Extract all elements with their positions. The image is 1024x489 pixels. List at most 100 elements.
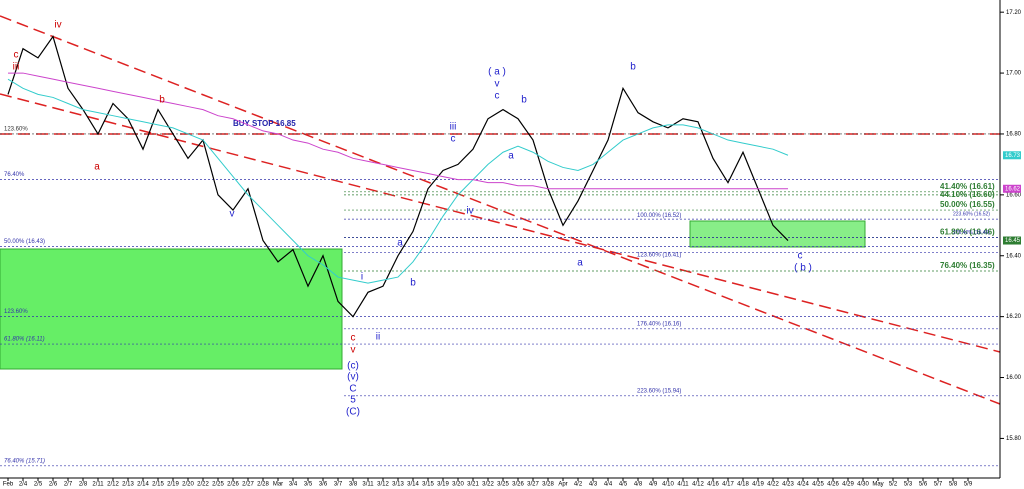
- x-tick-label: 3/5: [304, 482, 313, 488]
- x-tick-label: 4/10: [662, 482, 674, 488]
- x-tick-label: 5/2: [889, 482, 898, 488]
- target-zone: [689, 220, 866, 248]
- x-tick-label: 4/19: [752, 482, 764, 488]
- x-tick-label: 3/19: [437, 482, 449, 488]
- x-tick-label: 4/5: [619, 482, 628, 488]
- x-tick-label: Apr: [558, 482, 567, 488]
- x-tick-label: Mar: [273, 482, 283, 488]
- x-tick-label: 3/6: [319, 482, 328, 488]
- x-tick-label: 3/21: [467, 482, 479, 488]
- x-tick-label: 4/9: [649, 482, 658, 488]
- x-tick-label: 3/4: [289, 482, 298, 488]
- y-tick-label: 16.60: [1006, 192, 1022, 198]
- wave-label: b: [630, 62, 636, 73]
- x-tick-label: 2/28: [257, 482, 269, 488]
- x-tick-label: 3/11: [362, 482, 374, 488]
- x-tick-label: 2/5: [34, 482, 43, 488]
- y-tick-label: 16.20: [1006, 314, 1022, 320]
- x-tick-label: 4/11: [677, 482, 689, 488]
- x-tick-label: Feb: [3, 482, 14, 488]
- fib-label: 123.60%: [4, 309, 28, 315]
- x-tick-label: 2/13: [122, 482, 134, 488]
- wave-label: v: [351, 345, 356, 356]
- y-tick-label: 15.80: [1006, 436, 1022, 442]
- fib-label: 176.40% (16.16): [637, 321, 681, 327]
- x-tick-label: 4/23: [782, 482, 794, 488]
- x-tick-label: 4/30: [857, 482, 869, 488]
- price-tag: [1003, 236, 1021, 245]
- fib-label: 276.40% (16.46): [953, 230, 990, 236]
- x-tick-label: 4/12: [692, 482, 704, 488]
- x-tick-label: 3/28: [542, 482, 554, 488]
- x-tick-label: 4/22: [767, 482, 779, 488]
- wave-label: c: [495, 91, 500, 102]
- x-tick-label: 3/15: [422, 482, 434, 488]
- x-tick-label: 3/25: [497, 482, 509, 488]
- wave-label: iv: [54, 20, 61, 31]
- fib-label: 76.40% (16.35): [940, 261, 995, 270]
- price-line: [8, 72, 788, 190]
- wave-label: v: [230, 209, 235, 220]
- price-tag-label: 16.73: [1005, 153, 1021, 159]
- x-tick-label: 2/11: [92, 482, 104, 488]
- x-tick-label: 3/22: [482, 482, 494, 488]
- x-tick-label: 2/20: [182, 482, 194, 488]
- wave-label: a: [508, 151, 514, 162]
- x-tick-label: 4/3: [589, 482, 598, 488]
- wave-label: c: [14, 50, 19, 61]
- x-tick-label: 2/4: [19, 482, 28, 488]
- y-tick-label: 16.40: [1006, 253, 1022, 259]
- price-tag-label: 16.45: [1005, 238, 1021, 244]
- x-tick-label: 4/26: [827, 482, 839, 488]
- wave-label: iv: [466, 206, 473, 217]
- x-tick-label: 2/14: [137, 482, 149, 488]
- x-tick-label: 3/12: [377, 482, 389, 488]
- wave-label: b: [410, 278, 416, 289]
- x-tick-label: 2/12: [107, 482, 119, 488]
- x-tick-label: 4/24: [797, 482, 809, 488]
- wave-label: c: [798, 251, 803, 262]
- price-tag: [1003, 151, 1021, 160]
- y-tick-label: 17.20: [1006, 10, 1022, 16]
- x-tick-label: 2/25: [212, 482, 224, 488]
- x-tick-label: 3/8: [349, 482, 358, 488]
- wave-label: a: [94, 162, 100, 173]
- wave-label: b: [159, 95, 165, 106]
- x-tick-label: 4/25: [812, 482, 824, 488]
- fib-label: 76.40%: [4, 172, 25, 178]
- wave-label: ii: [376, 332, 380, 343]
- wave-label: c: [451, 134, 456, 145]
- price-line: [7, 35, 789, 318]
- wave-label: (C): [346, 407, 360, 418]
- fib-label: 61.80% (16.46): [940, 228, 995, 237]
- x-tick-label: 2/19: [167, 482, 179, 488]
- x-tick-label: 2/27: [242, 482, 254, 488]
- target-zone: [0, 248, 343, 370]
- x-tick-label: 5/8: [949, 482, 958, 488]
- x-tick-label: 2/7: [64, 482, 73, 488]
- fib-label: 44.10% (16.60): [940, 190, 995, 199]
- x-tick-label: 3/13: [392, 482, 404, 488]
- wave-label: ( a ): [488, 67, 506, 78]
- x-tick-label: 5/9: [964, 482, 973, 488]
- fib-label: 123.60%: [4, 127, 28, 133]
- wave-label: i: [361, 272, 363, 283]
- x-tick-label: 4/2: [574, 482, 583, 488]
- price-tag-label: 16.62: [1005, 186, 1021, 192]
- wave-label: v: [495, 79, 500, 90]
- y-tick-label: 16.00: [1006, 375, 1022, 381]
- x-tick-label: 2/6: [49, 482, 58, 488]
- x-tick-label: 3/26: [512, 482, 524, 488]
- wave-label: ( b ): [794, 263, 812, 274]
- wave-label: a: [397, 238, 403, 249]
- x-tick-label: 5/6: [919, 482, 928, 488]
- x-tick-label: 3/27: [527, 482, 539, 488]
- wave-label: a: [577, 258, 583, 269]
- x-tick-label: 4/4: [604, 482, 613, 488]
- x-tick-label: 4/29: [842, 482, 854, 488]
- x-tick-label: 3/20: [452, 482, 464, 488]
- x-tick-label: 2/26: [227, 482, 239, 488]
- x-tick-label: 4/8: [634, 482, 643, 488]
- fib-label: 223.60% (16.52): [953, 212, 990, 218]
